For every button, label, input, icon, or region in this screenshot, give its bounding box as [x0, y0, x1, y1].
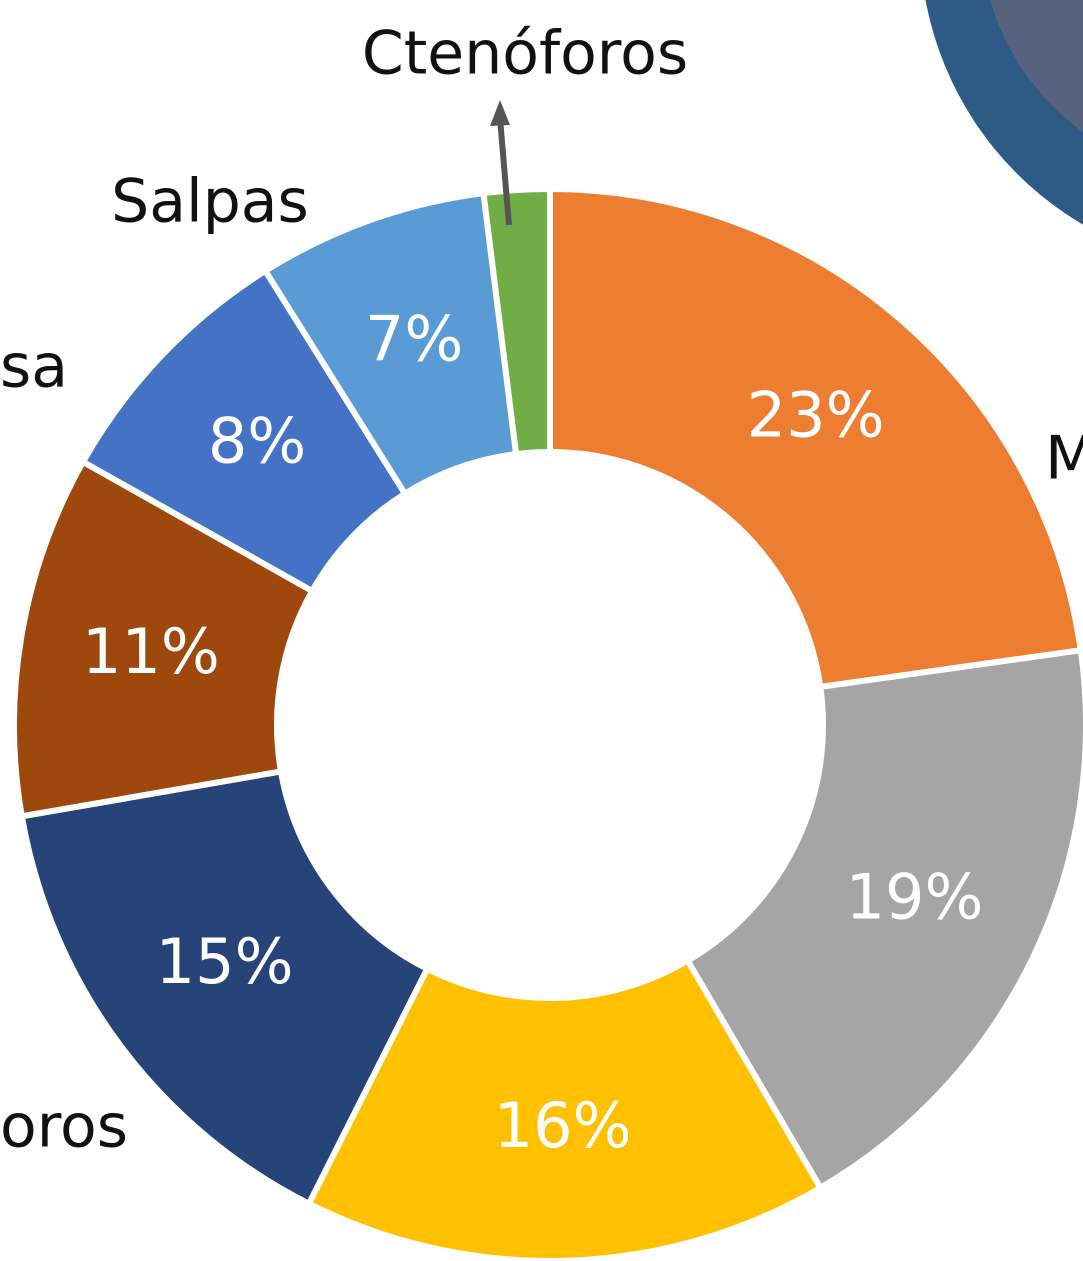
value-label: 15%: [156, 925, 294, 998]
value-label: 16%: [494, 1089, 632, 1162]
value-label: 19%: [846, 861, 984, 934]
chart: 23% 19% 16% 15% 11% 8% 7% Ctenóforos Salpas sa…: [0, 0, 1083, 1261]
category-label: Salpas: [111, 167, 309, 237]
value-label: 7%: [365, 303, 463, 376]
category-label: M: [1045, 424, 1083, 494]
category-label: oros: [0, 1092, 128, 1162]
leader-arrow: [490, 100, 510, 126]
value-label: 8%: [208, 404, 306, 477]
page: {"chart_data": { "type": "donut", "categ…: [0, 0, 1083, 1261]
category-label: sa: [0, 332, 68, 402]
category-label: Ctenóforos: [362, 19, 688, 89]
value-label: 23%: [747, 378, 885, 451]
value-label: 11%: [82, 615, 220, 688]
